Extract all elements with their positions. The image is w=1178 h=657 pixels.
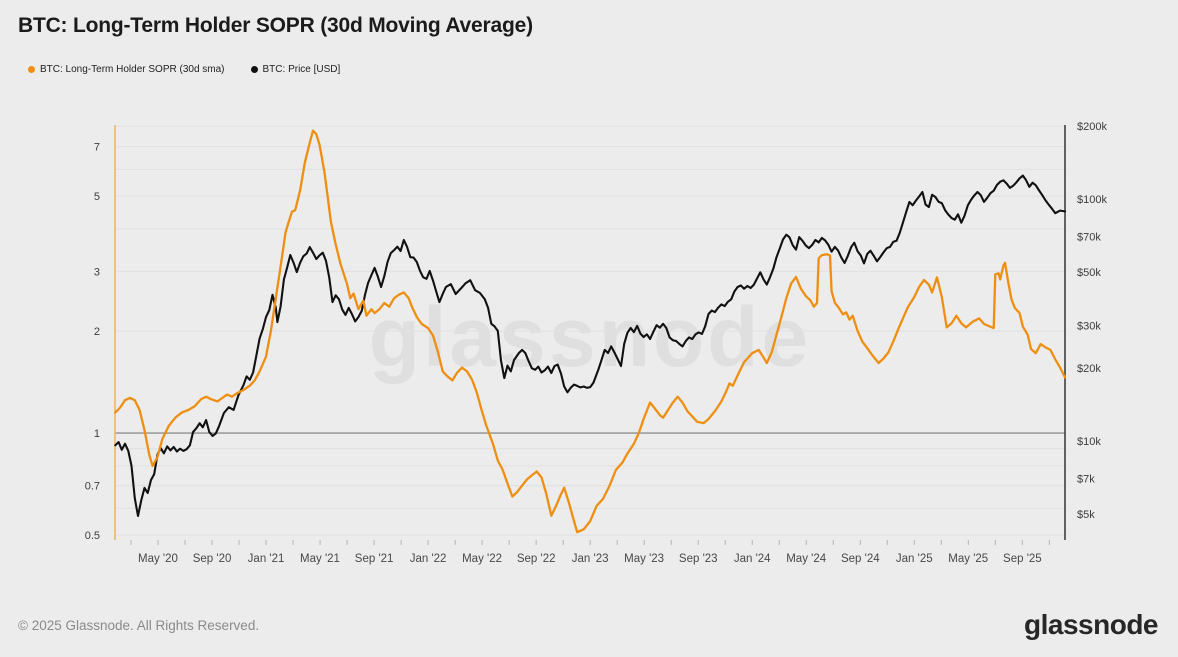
chart-legend: BTC: Long-Term Holder SOPR (30d sma) BTC… — [28, 64, 340, 75]
svg-text:Sep '22: Sep '22 — [517, 553, 556, 565]
sopr-line — [114, 129, 1067, 534]
watermark: glassnode — [369, 290, 811, 384]
svg-text:7: 7 — [94, 142, 100, 154]
svg-text:$5k: $5k — [1077, 509, 1095, 521]
legend-label-price: BTC: Price [USD] — [262, 64, 341, 75]
gridlines — [115, 125, 1065, 536]
svg-text:3: 3 — [94, 266, 100, 278]
svg-text:5: 5 — [94, 191, 100, 203]
svg-text:Jan '23: Jan '23 — [572, 553, 609, 565]
svg-text:0.5: 0.5 — [85, 530, 100, 542]
svg-text:$50k: $50k — [1077, 267, 1101, 279]
svg-text:Jan '25: Jan '25 — [896, 553, 933, 565]
x-tick-marks — [130, 540, 1050, 545]
page-title: BTC: Long-Term Holder SOPR (30d Moving A… — [18, 14, 533, 37]
svg-text:2: 2 — [94, 326, 100, 338]
svg-text:1: 1 — [94, 428, 100, 440]
footer: © 2025 Glassnode. All Rights Reserved. g… — [0, 598, 1178, 652]
x-axis-labels: May '20 Sep '20 Jan '21 May '21 Sep '21 Jan '… — [138, 553, 1042, 565]
svg-text:Sep '21: Sep '21 — [355, 553, 394, 565]
copyright-text: © 2025 Glassnode. All Rights Reserved. — [18, 617, 260, 633]
svg-text:May '23: May '23 — [624, 553, 664, 565]
svg-text:0.7: 0.7 — [85, 481, 100, 493]
svg-text:$200k: $200k — [1077, 121, 1107, 133]
svg-text:$30k: $30k — [1077, 321, 1101, 333]
svg-text:Jan '24: Jan '24 — [734, 553, 771, 565]
glassnode-logo[interactable]: glassnode — [1024, 609, 1158, 640]
svg-text:$10k: $10k — [1077, 436, 1101, 448]
svg-text:May '25: May '25 — [948, 553, 988, 565]
svg-text:May '24: May '24 — [786, 553, 827, 565]
price-line — [114, 174, 1067, 518]
svg-text:$70k: $70k — [1077, 231, 1101, 243]
price-axis-labels: $200k $100k $70k $50k $30k $20k $10k $7k $5k — [1077, 121, 1107, 521]
legend-item-price[interactable]: BTC: Price [USD] — [250, 64, 341, 75]
svg-text:Sep '20: Sep '20 — [193, 553, 232, 565]
svg-text:Jan '21: Jan '21 — [248, 553, 285, 565]
svg-text:May '21: May '21 — [300, 553, 340, 565]
svg-text:Sep '24: Sep '24 — [841, 553, 880, 565]
svg-text:Jan '22: Jan '22 — [410, 553, 447, 565]
sopr-axis-labels: 7 5 3 2 1 0.7 0.5 — [85, 142, 100, 542]
svg-text:$20k: $20k — [1077, 363, 1101, 375]
svg-text:Sep '25: Sep '25 — [1003, 553, 1042, 565]
legend-label-sopr: BTC: Long-Term Holder SOPR (30d sma) — [40, 64, 225, 75]
price-series-dot-icon — [250, 66, 258, 73]
svg-text:$100k: $100k — [1077, 194, 1107, 206]
legend-item-sopr[interactable]: BTC: Long-Term Holder SOPR (30d sma) — [28, 64, 225, 75]
svg-text:Sep '23: Sep '23 — [679, 553, 718, 565]
sopr-series-dot-icon — [28, 66, 35, 73]
svg-text:May '22: May '22 — [462, 553, 502, 565]
svg-text:$7k: $7k — [1077, 474, 1095, 486]
svg-text:May '20: May '20 — [138, 553, 178, 565]
